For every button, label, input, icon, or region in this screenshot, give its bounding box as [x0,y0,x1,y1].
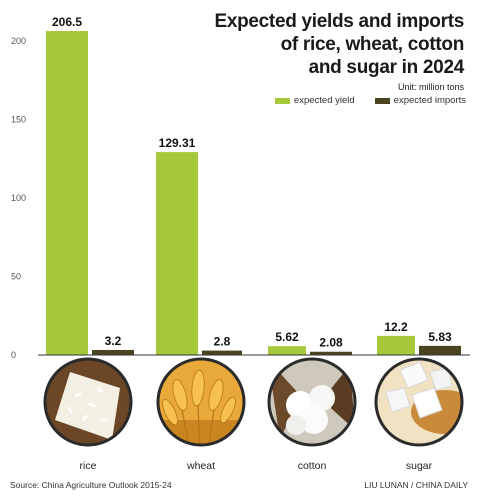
category-label-cotton: cotton [298,460,327,472]
chart-title-line-1: Expected yields and imports [214,11,464,32]
cotton-photo [267,357,357,447]
bar-wheat-imports [202,350,242,355]
bar-sugar-imports [419,345,461,355]
data-label-sugar-imports: 5.83 [428,330,452,344]
bar-cotton-imports [310,351,352,355]
bar-rice-yield [46,31,88,355]
chart-title-line-2: of rice, wheat, cotton [280,34,465,55]
data-label-rice-imports: 3.2 [105,334,122,348]
unit-label: Unit: million tons [397,82,464,92]
bar-sugar-yield [377,335,415,355]
bar-cotton-yield [268,346,306,355]
legend-swatch-imports [374,97,390,104]
category-label-rice: rice [80,460,97,472]
data-label-sugar-yield: 12.2 [384,320,408,334]
legend: expected yield expected imports [274,95,466,106]
y-tick-label: 150 [11,115,26,125]
data-label-cotton-imports: 2.08 [319,336,343,350]
legend-label-yield: expected yield [293,95,355,106]
legend-swatch-yield [274,97,290,104]
y-tick-label: 0 [11,350,16,360]
data-label-wheat-imports: 2.8 [214,335,231,349]
sugar-photo [374,357,464,447]
bar-wheat-yield [156,152,198,355]
category-label-sugar: sugar [406,460,433,472]
data-label-wheat-yield: 129.31 [159,136,196,150]
rice-photo [43,357,133,447]
data-label-cotton-yield: 5.62 [275,330,299,344]
credit-note: LIU LUNAN / CHINA DAILY [364,480,468,490]
bar-rice-imports [92,349,134,355]
category-label-wheat: wheat [186,460,215,472]
y-tick-label: 200 [11,36,26,46]
source-note: Source: China Agriculture Outlook 2015-2… [10,480,172,490]
y-tick-label: 50 [11,272,21,282]
wheat-photo [156,357,246,447]
data-label-rice-yield: 206.5 [52,15,82,29]
legend-label-imports: expected imports [393,95,466,106]
chart-title-line-3: and sugar in 2024 [308,57,465,78]
y-tick-label: 100 [11,193,26,203]
